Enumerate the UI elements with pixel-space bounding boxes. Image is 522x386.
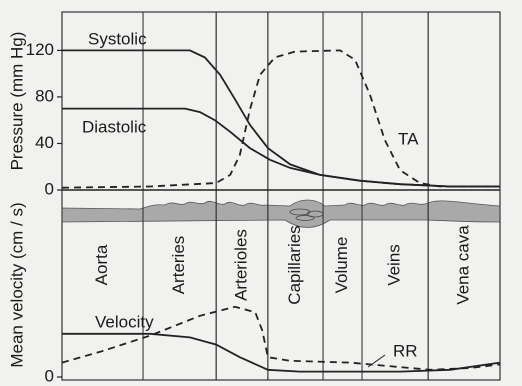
y-axis-title: Pressure (mm Hg) <box>7 32 26 171</box>
series-label: Velocity <box>95 312 154 331</box>
series-label: TA <box>398 129 419 148</box>
region-label: Vena cava <box>454 225 473 305</box>
y-tick-label: 120 <box>26 40 54 59</box>
region-label: Arterioles <box>232 229 251 301</box>
series-label: Diastolic <box>82 117 147 136</box>
y-axis-title: Mean velocity (cm / s) <box>7 202 26 367</box>
series-label: Systolic <box>88 29 147 48</box>
data-line <box>62 107 500 188</box>
y-tick-label: 0 <box>45 366 54 385</box>
y-tick-label: 0 <box>45 179 54 198</box>
data-line <box>61 305 501 371</box>
region-label: Capillaries <box>285 225 304 304</box>
series-label: RR <box>393 341 418 360</box>
region-label: Volume <box>332 237 351 294</box>
region-label: Veins <box>385 244 404 286</box>
data-line <box>61 49 500 189</box>
y-tick-label: 40 <box>35 133 54 152</box>
data-line <box>62 332 501 373</box>
region-label: Arteries <box>169 236 188 295</box>
region-label: Aorta <box>92 244 111 285</box>
y-tick-label: 80 <box>35 86 54 105</box>
